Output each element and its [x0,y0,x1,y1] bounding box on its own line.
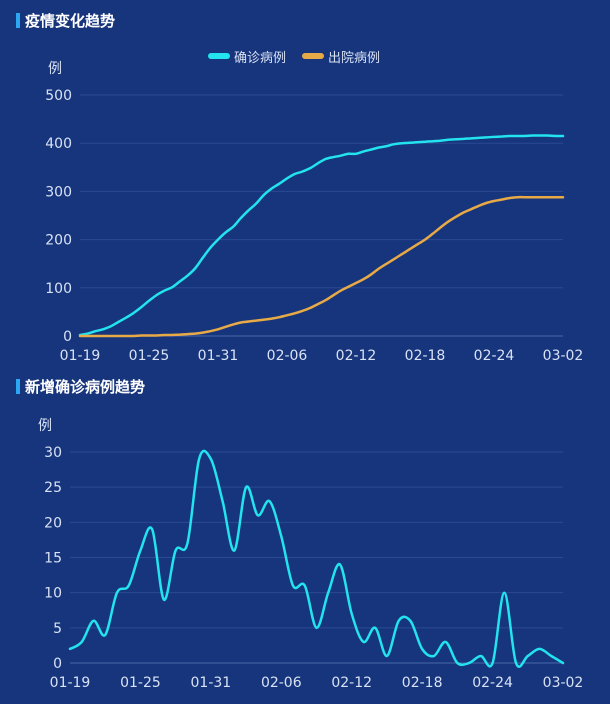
y-tick-label: 0 [53,656,62,672]
series-line-1 [78,134,565,337]
x-tick-label: 02-12 [331,675,372,691]
y-tick-label: 400 [45,136,72,152]
y-tick-label: 500 [45,88,72,104]
x-tick-label: 01-25 [120,675,161,691]
legend-swatch [208,53,230,59]
x-tick-label: 02-24 [474,348,515,364]
y-tick-label: 15 [44,551,62,567]
legend-swatch [302,53,325,59]
x-tick-label: 02-06 [267,348,308,364]
title-accent-bar [16,379,20,394]
panel1-title: 疫情变化趋势 [16,10,115,31]
x-tick-label: 02-24 [472,675,513,691]
panel1-title-text: 疫情变化趋势 [25,12,116,30]
y-axis-unit: 例 [38,418,52,434]
x-tick-label: 02-18 [402,675,443,691]
panel2-title: 新增确诊病例趋势 [16,376,145,397]
x-tick-label: 01-25 [129,348,170,364]
y-axis-unit: 例 [48,61,62,77]
y-tick-label: 100 [45,281,72,297]
x-tick-label: 02-12 [336,348,377,364]
x-tick-label: 02-06 [261,675,302,691]
y-tick-label: 25 [44,480,62,496]
y-tick-label: 20 [44,515,62,531]
y-tick-label: 5 [53,621,62,637]
y-tick-label: 30 [44,445,62,461]
x-tick-label: 03-02 [543,348,584,364]
x-tick-label: 03-02 [543,675,584,691]
panel2-title-text: 新增确诊病例趋势 [25,378,146,396]
series-line-2 [78,195,565,338]
title-accent-bar [16,13,20,28]
x-tick-label: 02-18 [405,348,446,364]
cumulative-cases-chart: 0 100 200 300 400 500 例 01-19 01-25 01-31 02-06 02-… [45,51,584,364]
new-cases-chart: 0 5 10 15 20 25 30 例 01-19 01-25 01-31 02-06 02-12 02… [38,418,584,691]
y-tick-label: 200 [45,233,72,249]
x-tick-label: 01-31 [198,348,239,364]
y-tick-label: 300 [45,184,72,200]
legend-label: 出院病例 [328,51,380,66]
series-line-1 [68,449,565,668]
legend-label: 确诊病例 [234,51,286,66]
x-tick-label: 01-19 [50,675,91,691]
y-tick-label: 10 [44,586,62,602]
x-tick-label: 01-31 [191,675,232,691]
x-tick-label: 01-19 [60,348,101,364]
y-tick-label: 0 [63,329,72,345]
